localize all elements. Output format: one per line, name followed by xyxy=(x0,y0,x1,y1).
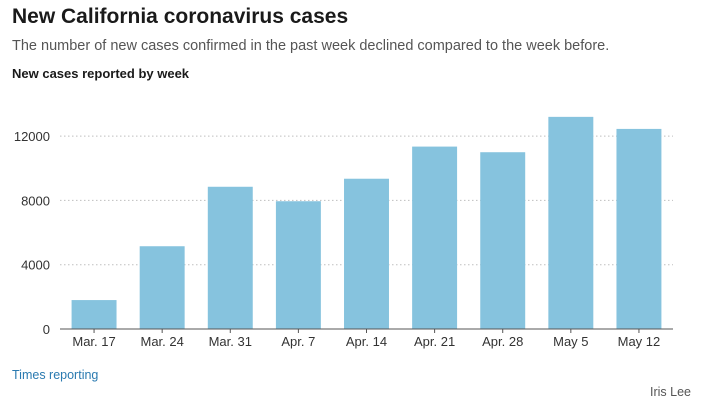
x-tick-label: Apr. 21 xyxy=(414,334,455,349)
chart-title: New California coronavirus cases xyxy=(12,5,349,28)
source-link[interactable]: Times reporting xyxy=(12,368,99,382)
x-axis: Mar. 17 Mar. 24 Mar. 31 Apr. 7 Apr. 14 Apr. 2… xyxy=(60,328,673,349)
y-tick-label: 8000 xyxy=(21,193,50,208)
y-tick-label: 12000 xyxy=(14,129,50,144)
bar xyxy=(344,178,389,329)
y-tick-label: 0 xyxy=(43,322,50,337)
x-tick-label: May 12 xyxy=(618,334,661,349)
chart-subtitle: The number of new cases confirmed in the… xyxy=(12,38,610,54)
bar xyxy=(71,300,117,329)
bar xyxy=(412,146,458,329)
bar-layer xyxy=(71,116,662,329)
bar xyxy=(275,201,321,329)
bar xyxy=(480,152,526,329)
y-tick-label: 4000 xyxy=(21,258,50,273)
x-tick-label: May 5 xyxy=(553,334,588,349)
bar xyxy=(139,246,185,329)
bar xyxy=(616,128,662,329)
credit-text: Iris Lee xyxy=(650,385,691,399)
x-tick-label: Mar. 17 xyxy=(72,334,115,349)
y-axis: 0 4000 8000 12000 xyxy=(14,129,50,337)
bar xyxy=(548,116,594,329)
x-tick-label: Mar. 24 xyxy=(140,334,183,349)
x-tick-label: Mar. 31 xyxy=(209,334,252,349)
x-tick-label: Apr. 28 xyxy=(482,334,523,349)
chart-label: New cases reported by week xyxy=(12,66,190,81)
x-tick-label: Apr. 14 xyxy=(346,334,387,349)
x-tick-label: Apr. 7 xyxy=(281,334,315,349)
bar xyxy=(207,186,253,329)
